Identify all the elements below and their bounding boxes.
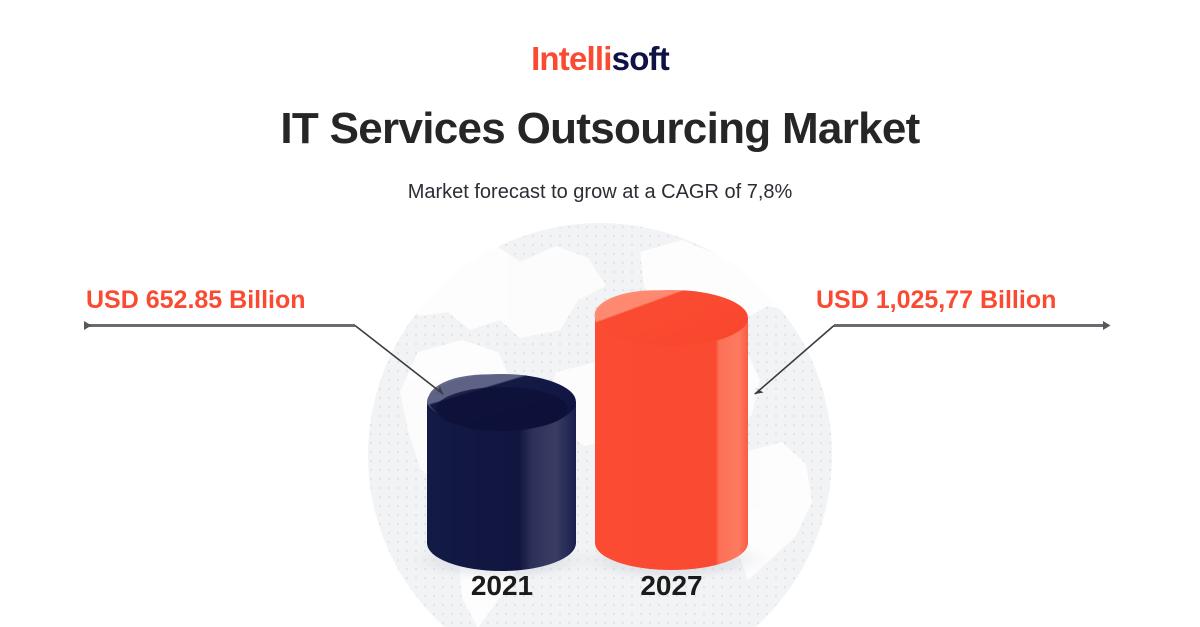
logo-text-intelli: Intelli xyxy=(531,40,612,77)
axis-label-2027: 2027 xyxy=(640,570,703,601)
bar-2027-highlight xyxy=(594,290,663,332)
logo-text-soft: soft xyxy=(611,40,670,77)
bar-2021-body xyxy=(427,402,576,572)
callout-value-2021: USD 652.85 Billion xyxy=(86,286,306,314)
page-subtitle: Market forecast to grow at a CAGR of 7,8… xyxy=(407,181,793,203)
bar-2027-body xyxy=(595,318,748,570)
bar-2021-rim xyxy=(436,387,568,431)
bar-2021-cylinder xyxy=(427,374,576,572)
bar-2027-cylinder xyxy=(594,290,748,570)
callout-value-2027: USD 1,025,77 Billion xyxy=(816,286,1057,314)
bar-2027-top xyxy=(595,290,748,346)
axis-label-2021: 2021 xyxy=(470,570,534,601)
brand-logo: Intellisoft xyxy=(0,42,1200,75)
page-title: IT Services Outsourcing Market xyxy=(280,104,920,153)
